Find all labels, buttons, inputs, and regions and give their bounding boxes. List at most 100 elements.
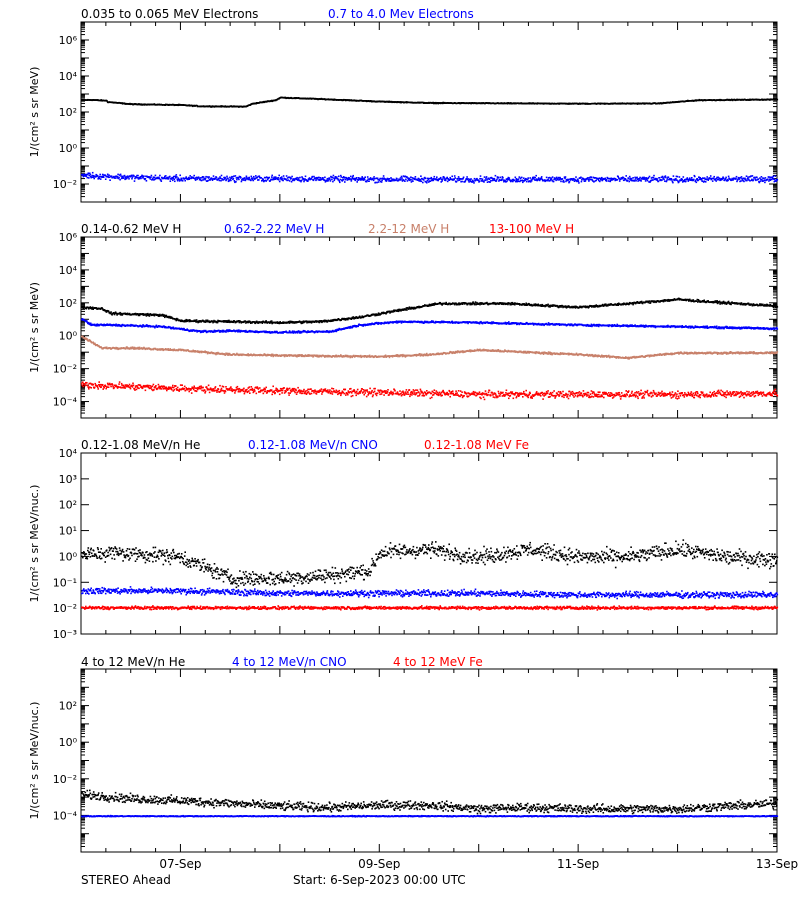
data-point	[550, 178, 553, 180]
data-point	[142, 313, 144, 315]
data-point	[479, 303, 481, 306]
data-point	[740, 176, 743, 178]
data-point	[102, 324, 105, 327]
data-point	[577, 180, 580, 182]
data-point	[326, 179, 328, 182]
data-point	[459, 178, 462, 180]
data-point	[462, 176, 465, 179]
data-point	[257, 321, 259, 323]
data-point	[226, 321, 229, 323]
data-point	[164, 314, 167, 317]
data-point	[723, 302, 726, 305]
data-point	[622, 176, 624, 179]
data-point	[647, 176, 650, 179]
data-point	[95, 175, 98, 178]
data-point	[118, 174, 121, 176]
data-point	[670, 179, 672, 181]
data-point	[118, 176, 120, 179]
data-point	[253, 175, 255, 178]
data-point	[286, 179, 288, 182]
data-point	[544, 305, 547, 307]
data-point	[588, 180, 590, 182]
data-point	[347, 177, 349, 180]
data-point	[489, 177, 492, 179]
data-point	[499, 179, 501, 181]
data-point	[192, 177, 195, 179]
data-point	[118, 313, 121, 315]
data-point	[716, 300, 718, 302]
data-point	[759, 177, 761, 179]
data-point	[120, 324, 122, 327]
data-point	[593, 181, 595, 183]
data-point	[494, 302, 497, 304]
data-point	[637, 178, 640, 180]
data-point	[511, 178, 514, 181]
data-point	[355, 177, 358, 179]
data-point	[258, 179, 260, 181]
data-point	[257, 179, 259, 181]
data-point	[559, 178, 562, 180]
data-point	[767, 176, 770, 178]
data-point	[200, 179, 203, 182]
data-point	[592, 176, 595, 179]
data-point	[230, 177, 233, 179]
data-point	[363, 178, 366, 181]
y-tick-label: 10⁶	[59, 34, 78, 47]
data-point	[625, 303, 627, 306]
data-point	[352, 174, 354, 177]
data-point	[246, 176, 248, 179]
data-point	[513, 302, 516, 304]
data-point	[237, 177, 240, 179]
data-point	[149, 178, 152, 180]
y-tick-label: 10⁻²	[53, 363, 77, 376]
data-point	[201, 176, 203, 179]
data-point	[668, 299, 670, 301]
data-point	[151, 178, 154, 181]
data-point	[323, 179, 326, 181]
data-point	[91, 306, 94, 309]
data-point	[404, 180, 406, 182]
data-point	[224, 177, 227, 179]
data-point	[263, 180, 266, 182]
data-point	[622, 303, 624, 306]
data-point	[594, 180, 597, 182]
data-point	[354, 317, 357, 320]
data-point	[114, 177, 116, 179]
data-point	[485, 176, 488, 178]
data-point	[113, 313, 116, 316]
data-point	[346, 177, 348, 180]
data-point	[598, 179, 600, 182]
data-point	[443, 179, 446, 181]
data-point	[522, 179, 525, 182]
data-point	[365, 180, 368, 183]
data-point	[357, 179, 359, 181]
data-point	[558, 177, 560, 179]
data-point	[318, 321, 321, 324]
data-point	[649, 302, 652, 304]
data-point	[609, 177, 611, 180]
data-point	[449, 176, 451, 179]
data-point	[527, 177, 529, 179]
data-point	[147, 325, 150, 328]
data-point	[299, 176, 301, 179]
data-point	[686, 178, 688, 181]
data-point	[567, 306, 569, 308]
data-point	[716, 178, 719, 181]
data-point	[103, 309, 106, 311]
data-point	[574, 178, 576, 181]
data-point	[385, 180, 388, 182]
data-point	[117, 173, 119, 176]
data-point	[134, 177, 136, 180]
data-point	[178, 180, 181, 182]
data-point	[380, 177, 382, 180]
data-point	[380, 181, 383, 183]
data-point	[614, 179, 616, 182]
data-point	[660, 176, 663, 179]
data-point	[389, 311, 392, 314]
data-point	[439, 176, 442, 179]
data-point	[465, 302, 468, 305]
data-point	[564, 176, 567, 178]
data-point	[602, 303, 604, 306]
data-point	[521, 179, 524, 182]
data-point	[761, 180, 764, 182]
